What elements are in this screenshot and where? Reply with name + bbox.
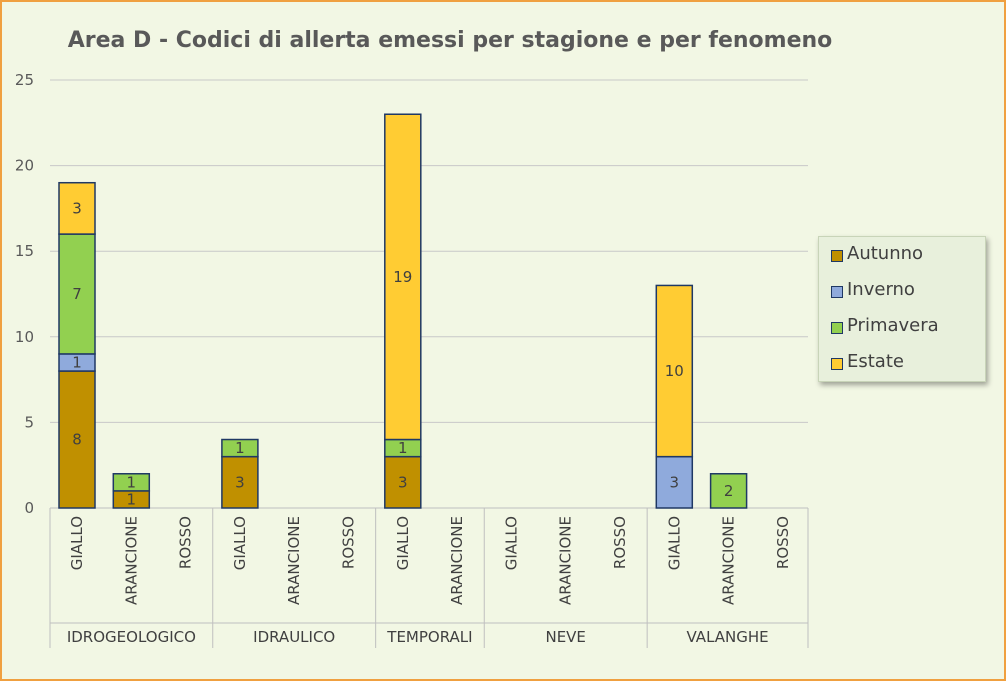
- legend-swatch-autunno: [831, 250, 843, 262]
- legend-label-primavera: Primavera: [847, 315, 939, 336]
- legend-swatch-inverno: [831, 286, 843, 298]
- y-tick-label-0: 0: [24, 499, 34, 517]
- bar-temporali-giallo-estate: [384, 113, 422, 441]
- data-label-1-autunno: 1: [127, 490, 137, 508]
- data-label-1-primavera: 1: [127, 473, 137, 491]
- x-tick-label-neve-arancione: ARANCIONE: [557, 516, 575, 605]
- x-tick-label-valanghe-arancione: ARANCIONE: [720, 516, 738, 605]
- legend-label-inverno: Inverno: [847, 279, 915, 300]
- data-label-3-primavera: 1: [235, 439, 245, 457]
- data-label-3-autunno: 3: [235, 473, 245, 491]
- data-label-11-inverno: 3: [670, 473, 680, 491]
- legend-item-inverno: Inverno: [831, 279, 915, 300]
- bar-idrogeologico-arancione-primavera: [112, 473, 151, 492]
- legend-item-autunno: Autunno: [831, 243, 924, 264]
- legend: Autunno Inverno Primavera Estate: [818, 236, 986, 382]
- x-tick-label-valanghe-giallo: GIALLO: [665, 516, 683, 570]
- data-label-11-estate: 10: [665, 362, 684, 380]
- data-label-0-inverno: 1: [72, 353, 82, 371]
- x-group-label-idraulico: IDRAULICO: [253, 628, 335, 646]
- x-tick-label-idrogeologico-arancione: ARANCIONE: [122, 516, 140, 605]
- x-tick-label-neve-giallo: GIALLO: [502, 516, 520, 570]
- bar-valanghe-arancione-primavera: [709, 473, 748, 509]
- x-tick-label-idraulico-arancione: ARANCIONE: [285, 516, 303, 605]
- legend-item-primavera: Primavera: [831, 315, 939, 336]
- data-label-6-autunno: 3: [398, 473, 408, 491]
- data-label-6-primavera: 1: [398, 439, 408, 457]
- x-group-label-idrogeologico: IDROGEOLOGICO: [67, 628, 196, 646]
- y-tick-label-10: 10: [15, 328, 34, 346]
- data-label-6-estate: 19: [393, 268, 412, 286]
- x-group-label-neve: NEVE: [545, 628, 585, 646]
- x-tick-label-idrogeologico-giallo: GIALLO: [68, 516, 86, 570]
- legend-label-autunno: Autunno: [847, 243, 924, 264]
- x-tick-label-temporali-giallo: GIALLO: [394, 516, 412, 570]
- legend-swatch-estate: [831, 358, 843, 370]
- x-tick-label-neve-rosso: ROSSO: [611, 516, 629, 569]
- data-label-12-primavera: 2: [724, 482, 734, 500]
- x-tick-label-idraulico-rosso: ROSSO: [340, 516, 358, 569]
- x-tick-label-valanghe-rosso: ROSSO: [774, 516, 792, 569]
- y-tick-label-20: 20: [15, 157, 34, 175]
- bar-idrogeologico-giallo-estate: [58, 181, 96, 235]
- bar-valanghe-giallo-estate: [655, 284, 694, 458]
- legend-swatch-primavera: [831, 322, 843, 334]
- bar-temporali-giallo-autunno: [384, 455, 422, 509]
- x-group-label-valanghe: VALANGHE: [687, 628, 769, 646]
- y-tick-label-5: 5: [24, 413, 34, 431]
- x-tick-label-temporali-arancione: ARANCIONE: [448, 516, 466, 605]
- data-label-0-primavera: 7: [72, 285, 82, 303]
- data-label-0-autunno: 8: [72, 431, 82, 449]
- legend-item-estate: Estate: [831, 351, 904, 372]
- x-tick-label-idrogeologico-rosso: ROSSO: [177, 516, 195, 569]
- bar-idraulico-giallo-primavera: [221, 438, 259, 458]
- data-label-0-estate: 3: [72, 199, 82, 217]
- legend-label-estate: Estate: [847, 351, 904, 372]
- bar-idraulico-giallo-autunno: [221, 455, 259, 509]
- y-tick-label-15: 15: [15, 242, 34, 260]
- chart-title: Area D - Codici di allerta emessi per st…: [67, 28, 833, 53]
- x-group-label-temporali: TEMPORALI: [386, 628, 472, 646]
- x-tick-label-idraulico-giallo: GIALLO: [231, 516, 249, 570]
- bar-valanghe-giallo-inverno: [655, 455, 694, 509]
- y-tick-label-25: 25: [15, 71, 34, 89]
- bar-idrogeologico-giallo-primavera: [58, 233, 96, 355]
